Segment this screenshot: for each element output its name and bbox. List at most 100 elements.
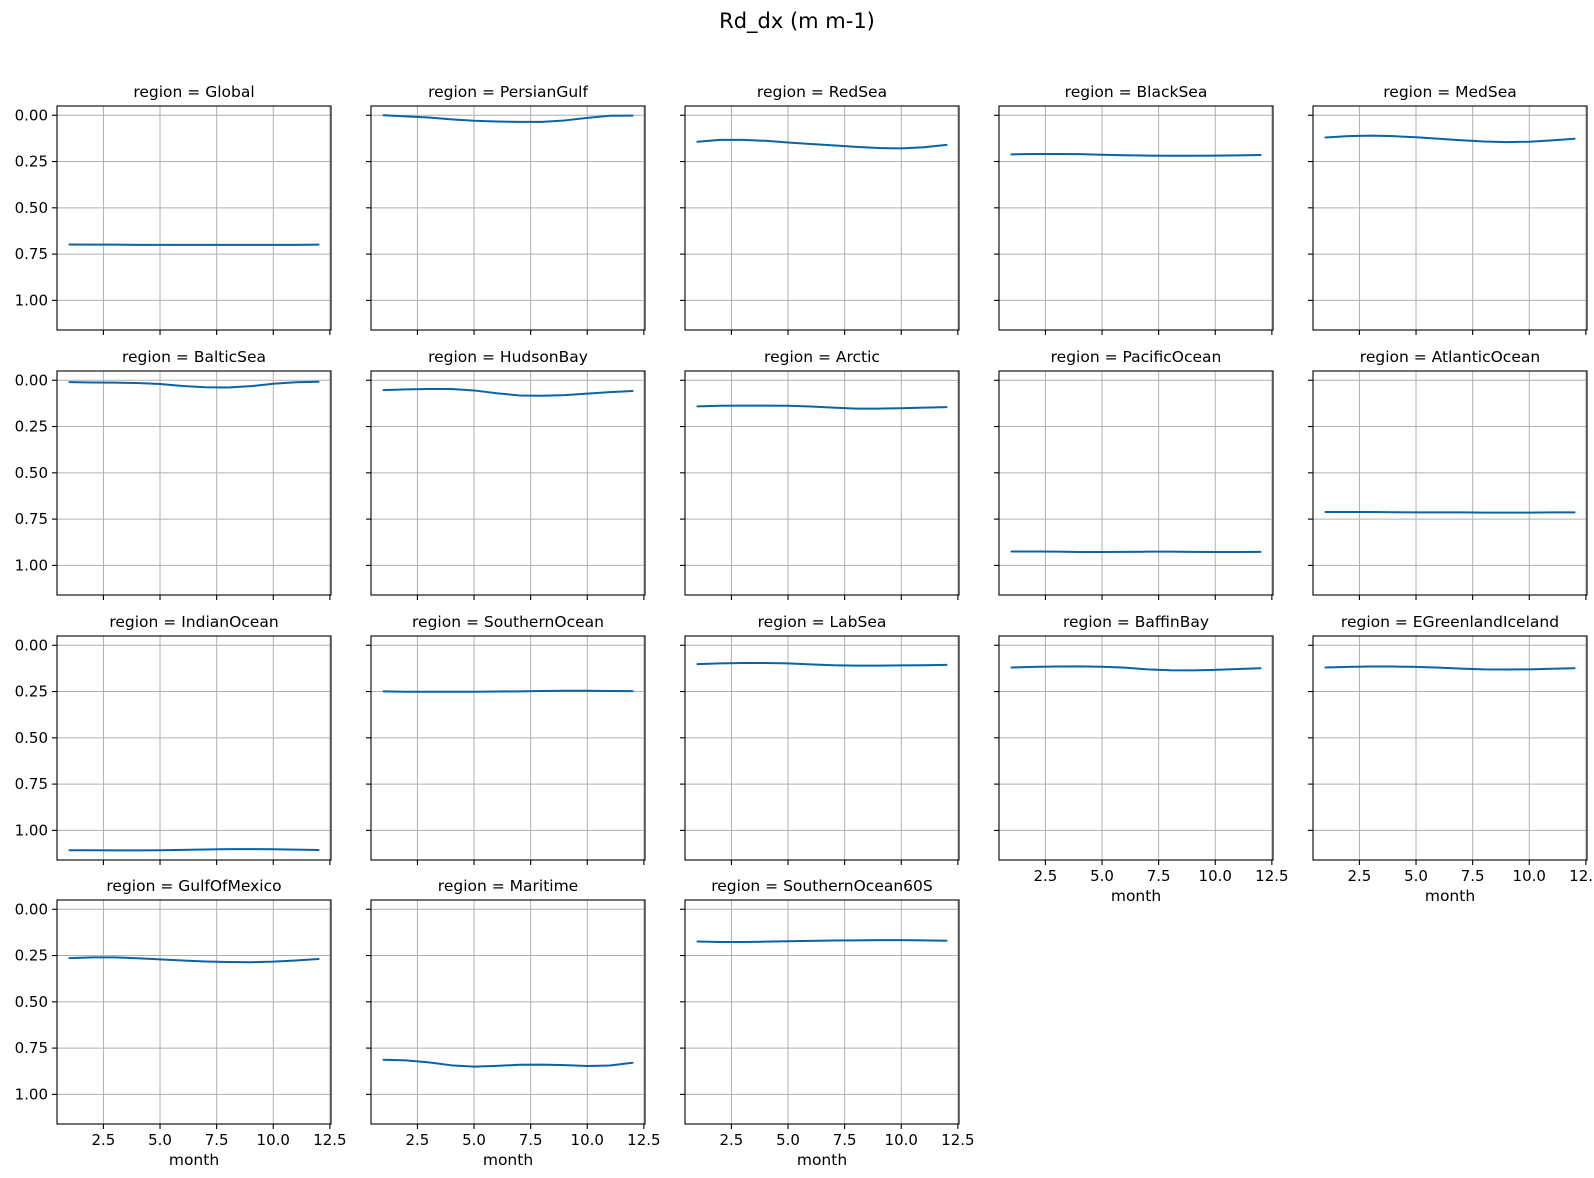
x-tick-label: 10.0 [1199,867,1232,885]
series-line [382,689,634,693]
axes-frame [56,105,332,331]
axes-frame [56,899,332,1125]
y-tick-label: 0.25 [15,683,48,701]
x-axis-label: month [169,1151,219,1169]
y-tick-label: 0.00 [15,636,48,654]
axes-frame [370,635,646,861]
panel-title: region = BaffinBay [1063,613,1209,631]
x-tick-label: 2.5 [91,1131,115,1149]
axes-frame [998,105,1274,331]
panel: region = AtlanticOcean [1308,348,1588,600]
panel-title: region = HudsonBay [428,348,588,366]
series-line [1324,134,1576,144]
panel-grid: region = Global 0.00 0.25 0.50 0.75 1.00 regio… [15,83,1594,1169]
panel: region = IndianOcean 0.00 0.25 0.50 0.75 1.00 [15,613,332,865]
x-tick-label: 2.5 [719,1131,743,1149]
y-tick-label: 0.25 [15,947,48,965]
panel-title: region = SouthernOcean [412,613,604,631]
series-line [696,404,948,410]
x-tick-label: 5.0 [1090,867,1114,885]
y-tick-label: 0.50 [15,199,48,217]
series-line [1010,152,1262,157]
axes-frame [56,635,332,861]
x-tick-label: 10.0 [257,1131,290,1149]
panel: region = SouthernOcean60S 2.5 5.0 7.5 10.0 12… [680,877,975,1169]
panel: region = EGreenlandIceland 2.5 5.0 7.5 10.0 1… [1308,613,1594,905]
y-tick-label: 0.25 [15,418,48,436]
y-tick-label: 0.00 [15,371,48,389]
series-line [382,114,634,123]
x-tick-label: 7.5 [1461,867,1485,885]
x-tick-label: 7.5 [205,1131,229,1149]
series-line [68,380,320,389]
panel: region = Maritime 2.5 5.0 7.5 10.0 12.5 month [366,877,661,1169]
panel: region = LabSea [680,613,960,865]
panel: region = HudsonBay [366,348,646,600]
panel-title: region = Maritime [438,877,578,895]
panel-title: region = Global [133,83,254,101]
panel: region = MedSea [1308,83,1588,335]
panel-title: region = AtlanticOcean [1360,348,1540,366]
y-tick-label: 0.00 [15,900,48,918]
x-tick-label: 12.5 [941,1131,974,1149]
series-line [1324,511,1576,514]
y-tick-label: 0.75 [15,245,48,263]
panel-title: region = EGreenlandIceland [1341,613,1559,631]
x-tick-label: 10.0 [885,1131,918,1149]
axes-frame [998,370,1274,596]
panel: region = SouthernOcean [366,613,646,865]
panel-title: region = LabSea [758,613,887,631]
y-tick-label: 0.50 [15,993,48,1011]
axes-frame [1312,370,1588,596]
axes-frame [684,370,960,596]
series-line [382,1058,634,1068]
panel: region = RedSea [680,83,960,335]
series-line [68,848,320,852]
y-tick-label: 1.00 [15,291,48,309]
x-tick-label: 12.5 [627,1131,660,1149]
x-tick-label: 5.0 [462,1131,486,1149]
x-axis-label: month [483,1151,533,1169]
y-tick-label: 1.00 [15,556,48,574]
x-tick-label: 12.5 [313,1131,346,1149]
series-line [696,939,948,944]
panel: region = PacificOcean [994,348,1274,600]
x-tick-label: 12.5 [1255,867,1288,885]
x-axis-label: month [1425,887,1475,905]
panel-title: region = IndianOcean [109,613,278,631]
axes-frame [998,635,1274,861]
y-tick-label: 1.00 [15,821,48,839]
axes-frame [56,370,332,596]
y-tick-label: 0.75 [15,510,48,528]
x-tick-label: 10.0 [571,1131,604,1149]
axes-frame [684,899,960,1125]
series-line [382,387,634,397]
panel: region = PersianGulf [366,83,646,335]
y-tick-label: 0.75 [15,775,48,793]
panel: region = Arctic [680,348,960,600]
x-tick-label: 2.5 [405,1131,429,1149]
panel: region = BalticSea 0.00 0.25 0.50 0.75 1.00 [15,348,332,600]
series-line [1010,550,1262,554]
x-tick-label: 10.0 [1513,867,1546,885]
panel-title: region = PacificOcean [1051,348,1222,366]
series-line [696,138,948,150]
series-line [1010,665,1262,672]
panel-title: region = SouthernOcean60S [711,877,933,895]
panel-title: region = MedSea [1383,83,1516,101]
x-tick-label: 2.5 [1033,867,1057,885]
y-tick-label: 0.50 [15,464,48,482]
figure-title: Rd_dx (m m-1) [719,9,875,34]
series-line [68,956,320,964]
x-tick-label: 7.5 [519,1131,543,1149]
x-tick-label: 12.5 [1569,867,1594,885]
panel-title: region = PersianGulf [428,83,588,101]
x-tick-label: 7.5 [1147,867,1171,885]
axes-frame [1312,635,1588,861]
axes-frame [370,899,646,1125]
panel: region = BlackSea [994,83,1274,335]
x-tick-label: 5.0 [1404,867,1428,885]
x-axis-label: month [1111,887,1161,905]
panel-title: region = RedSea [757,83,887,101]
y-tick-label: 0.00 [15,106,48,124]
